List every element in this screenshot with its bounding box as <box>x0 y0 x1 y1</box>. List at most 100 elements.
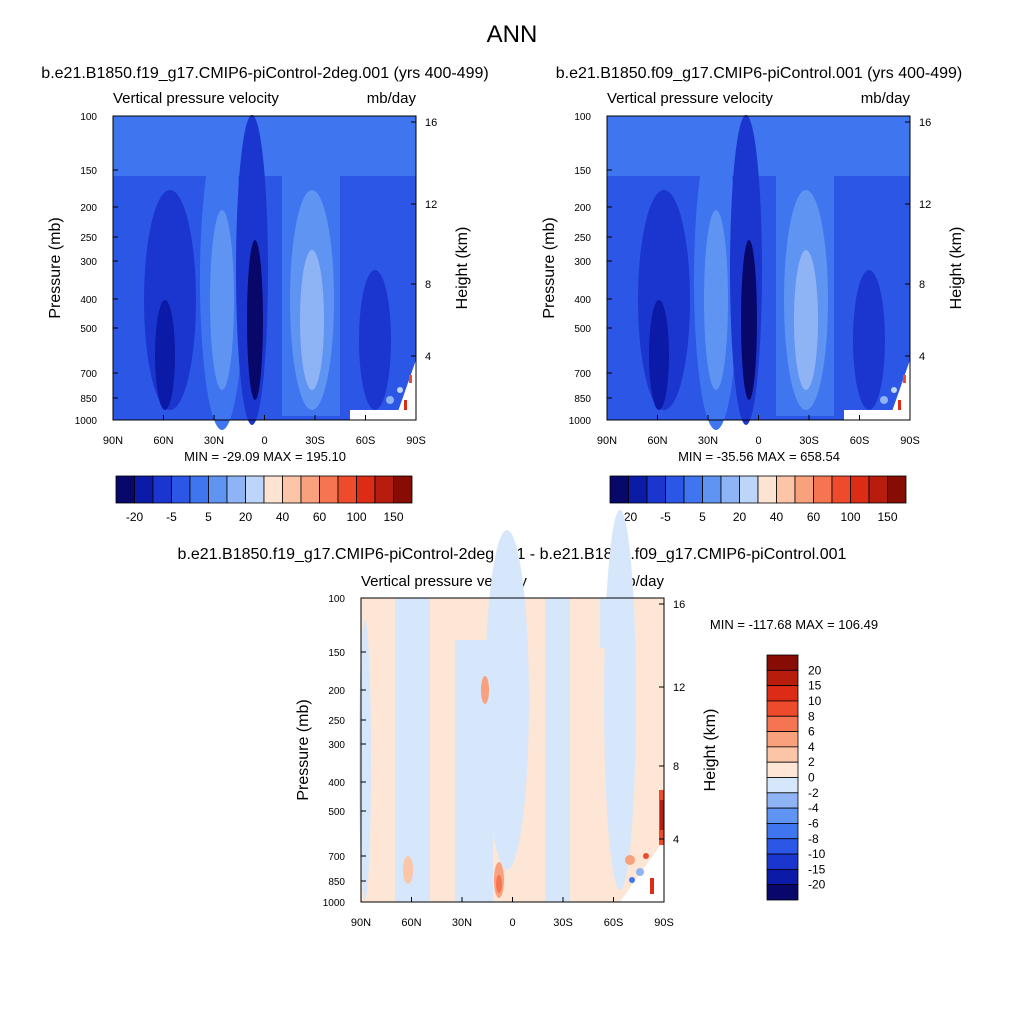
colorbar-swatch <box>646 475 666 504</box>
colorbar-swatch <box>813 475 833 504</box>
x-tick-label: 90N <box>103 435 123 447</box>
colorbar-swatch <box>766 669 799 687</box>
colorbar-label: 60 <box>807 510 821 524</box>
colorbar-swatch <box>766 761 799 778</box>
colorbar-swatch <box>766 823 799 840</box>
colorbar-label: -8 <box>808 832 819 846</box>
y-tick-label: 250 <box>328 716 345 727</box>
colorbar-swatch <box>609 475 629 504</box>
colorbar-swatch <box>282 475 302 504</box>
colorbar-label: 40 <box>276 510 290 524</box>
panel-1: b.e21.B1850.f19_g17.CMIP6-piControl-2deg… <box>41 65 488 524</box>
y-tick-label: 250 <box>80 233 97 244</box>
panel-1-left-label: Vertical pressure velocity <box>113 90 279 107</box>
colorbar-label: 20 <box>808 663 822 677</box>
colorbar-swatch <box>766 685 799 702</box>
panel-3-y2-axis: Height (km) 16 12 8 4 <box>659 599 719 846</box>
y2-tick-label: 8 <box>673 761 679 773</box>
colorbar-swatch <box>115 475 135 504</box>
colorbar-label: -2 <box>808 786 819 800</box>
colorbar-label: 2 <box>808 755 815 769</box>
y-tick-label: 200 <box>574 203 591 214</box>
x-tick-label: 90S <box>654 917 674 929</box>
y2-tick-label: 8 <box>919 279 925 291</box>
x-tick-label: 60S <box>604 917 624 929</box>
colorbar-label: 20 <box>239 510 253 524</box>
panel-3-ylabel: Pressure (mb) <box>295 699 312 800</box>
y-tick-label: 500 <box>80 324 97 335</box>
colorbar-swatch <box>337 475 357 504</box>
colorbar-label: 60 <box>313 510 327 524</box>
colorbar-label: 5 <box>699 510 706 524</box>
panel-3-y2label: Height (km) <box>702 709 719 792</box>
y-tick-label: 300 <box>80 257 97 268</box>
x-tick-label: 0 <box>261 435 267 447</box>
panel-1-plot-area <box>112 115 417 430</box>
colorbar-swatch <box>766 884 799 901</box>
y-tick-label: 250 <box>574 233 591 244</box>
panel-2: b.e21.B1850.f09_g17.CMIP6-piControl.001 … <box>541 65 965 524</box>
colorbar-label: -10 <box>808 847 826 861</box>
colorbar-swatch <box>208 475 228 504</box>
colorbar-label: 40 <box>770 510 784 524</box>
colorbar-swatch <box>628 475 648 504</box>
x-tick-label: 90S <box>406 435 426 447</box>
panel-1-y2label: Height (km) <box>454 227 471 310</box>
x-tick-label: 0 <box>755 435 761 447</box>
colorbar-swatch <box>665 475 685 504</box>
x-tick-label: 30N <box>698 435 718 447</box>
panel-2-right-label: mb/day <box>861 90 911 107</box>
colorbar-swatch <box>766 700 799 717</box>
y2-tick-label: 12 <box>425 199 437 211</box>
y-tick-label: 1000 <box>323 898 346 909</box>
y-tick-label: 700 <box>328 852 345 863</box>
y-tick-label: 300 <box>574 257 591 268</box>
panel-1-ylabel: Pressure (mb) <box>47 217 64 318</box>
x-tick-label: 60N <box>153 435 173 447</box>
y-tick-label: 700 <box>574 369 591 380</box>
x-tick-label: 60N <box>647 435 667 447</box>
panel-3-stats: MIN = -117.68 MAX = 106.49 <box>710 617 878 632</box>
colorbar-swatch <box>683 475 703 504</box>
panel-2-colorbar: -20 -5 5 20 40 60 100 150 <box>609 475 907 524</box>
y-tick-label: 400 <box>80 295 97 306</box>
colorbar-swatch <box>776 475 796 504</box>
colorbar-label: -15 <box>808 862 826 876</box>
colorbar-swatch <box>739 475 759 504</box>
colorbar-swatch <box>720 475 740 504</box>
colorbar-swatch <box>393 475 413 504</box>
colorbar-label: 4 <box>808 740 815 754</box>
colorbar-label: 5 <box>205 510 212 524</box>
colorbar-swatch <box>226 475 246 504</box>
x-tick-label: 60S <box>356 435 376 447</box>
y2-tick-label: 8 <box>425 279 431 291</box>
y-tick-label: 100 <box>574 112 591 123</box>
colorbar-swatch <box>831 475 851 504</box>
panel-2-x-axis: 90N 60N 30N 0 30S 60S 90S <box>597 415 920 447</box>
colorbar-label: -20 <box>126 510 144 524</box>
colorbar-swatch <box>300 475 320 504</box>
colorbar-label: 100 <box>840 510 860 524</box>
panel-2-ylabel: Pressure (mb) <box>541 217 558 318</box>
colorbar-label: 8 <box>808 709 815 723</box>
y2-tick-label: 4 <box>919 351 925 363</box>
colorbar-swatch <box>766 807 799 824</box>
panel-2-stats: MIN = -35.56 MAX = 658.54 <box>678 449 840 464</box>
colorbar-swatch <box>757 475 777 504</box>
panel-3-x-axis: 90N 60N 30N 0 30S 60S 90S <box>351 897 674 929</box>
panel-2-left-label: Vertical pressure velocity <box>607 90 773 107</box>
y2-tick-label: 4 <box>673 834 679 846</box>
y-tick-label: 500 <box>574 324 591 335</box>
colorbar-swatch <box>766 654 799 671</box>
colorbar-swatch <box>134 475 154 504</box>
y2-tick-label: 16 <box>673 599 685 611</box>
y-tick-label: 150 <box>574 166 591 177</box>
y-tick-label: 150 <box>328 648 345 659</box>
colorbar-label: -5 <box>660 510 671 524</box>
colorbar-swatch <box>766 731 799 748</box>
y-tick-label: 200 <box>80 203 97 214</box>
x-tick-label: 30S <box>799 435 819 447</box>
x-tick-label: 60S <box>850 435 870 447</box>
colorbar-label: 0 <box>808 771 815 785</box>
